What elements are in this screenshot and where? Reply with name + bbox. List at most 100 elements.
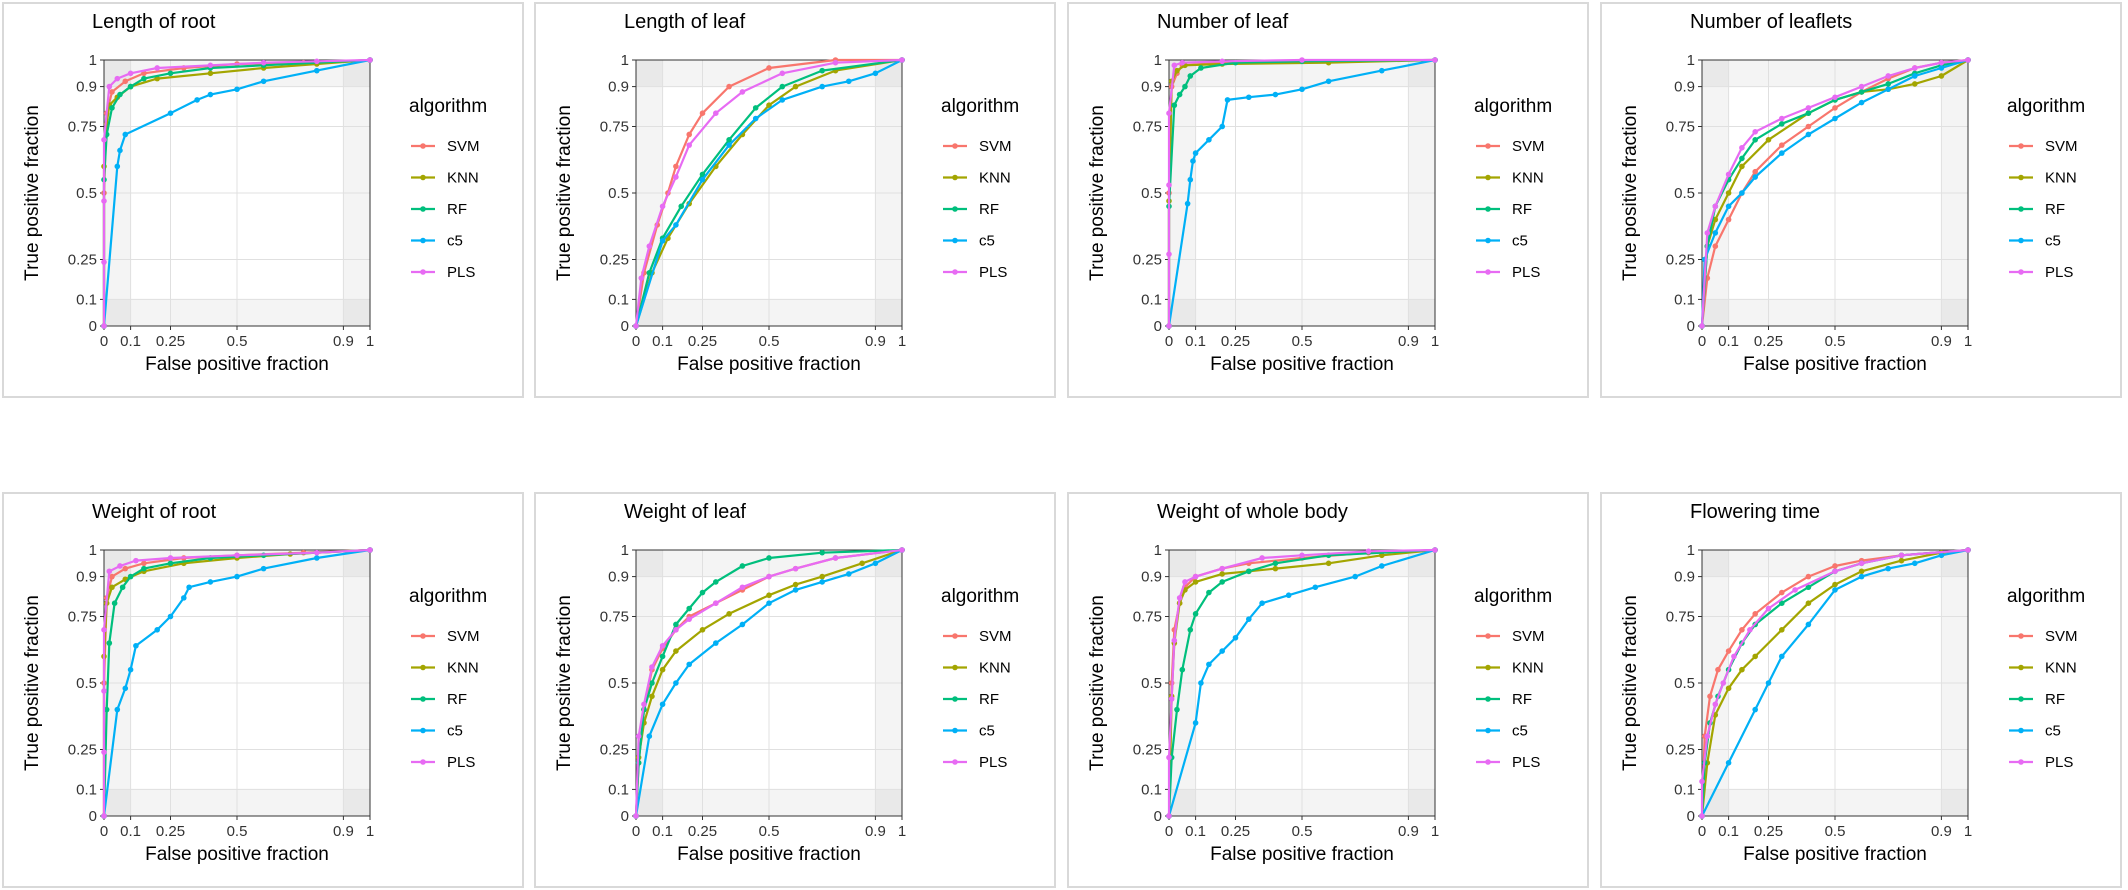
y-tick-label: 0.9 <box>608 79 629 96</box>
data-point-rf <box>699 171 706 178</box>
data-point-pls <box>739 584 746 591</box>
data-point-svm <box>1707 693 1713 700</box>
legend-key-point <box>1485 664 1491 671</box>
x-tick-label: 0.5 <box>227 333 248 350</box>
data-point-pls <box>106 568 113 575</box>
data-point-svm <box>1832 563 1838 569</box>
x-tick-label: 0.25 <box>1221 823 1250 840</box>
y-tick-label: 0.1 <box>608 781 629 798</box>
y-tick-label: 0.9 <box>608 569 629 586</box>
data-point-pls <box>659 203 666 210</box>
legend-label: KNN <box>447 660 479 677</box>
data-point-c5 <box>1912 560 1918 567</box>
legend-title: algorithm <box>2007 96 2085 117</box>
data-point-knn <box>766 102 772 109</box>
data-point-knn <box>1272 565 1279 572</box>
x-tick-label: 0.1 <box>652 823 673 840</box>
data-point-pls <box>133 557 139 564</box>
data-point-pls <box>1365 548 1372 555</box>
data-point-pls <box>1168 696 1175 702</box>
x-tick-label: 1 <box>1964 333 1972 350</box>
data-point-c5 <box>1246 616 1252 622</box>
data-point-knn <box>1192 579 1199 585</box>
legend-label: KNN <box>2045 170 2077 187</box>
y-tick-label: 1 <box>1154 52 1162 69</box>
roc-chart: Weight of whole body 0 0.1 0.25 0.5 0.9 1 0 0.1 0… <box>1087 501 1552 865</box>
data-point-c5 <box>1858 573 1865 580</box>
data-point-rf <box>1182 83 1188 90</box>
data-point-pls <box>1219 565 1225 572</box>
legend-label: c5 <box>447 723 463 740</box>
panel-title: Weight of leaf <box>624 501 746 523</box>
data-point-pls <box>1166 813 1172 819</box>
legend-label: RF <box>2045 691 2065 708</box>
data-point-pls <box>1166 182 1172 188</box>
x-tick-label: 0.25 <box>156 823 185 840</box>
x-tick-label: 1 <box>366 333 374 350</box>
y-tick-label: 0.1 <box>608 291 629 308</box>
roc-panel: Weight of root 0 0.1 0.25 0.5 0.9 1 0 0.1 0.25 0.5… <box>2 492 524 888</box>
legend-key-point <box>1485 727 1491 734</box>
legend-label: SVM <box>979 628 1012 645</box>
plot-frame <box>635 59 903 327</box>
y-axis-label: True positive fraction <box>1087 595 1108 771</box>
roc-panel: Flowering time 0 0.1 0.25 0.5 0.9 1 0 0.1 0.25 0.5… <box>1600 492 2122 888</box>
legend-title: algorithm <box>941 586 1019 607</box>
legend-key-point <box>420 759 426 765</box>
y-tick-label: 1 <box>621 52 629 69</box>
legend-label: PLS <box>447 264 475 281</box>
data-point-rf <box>117 91 123 98</box>
legend-key-point <box>2018 633 2024 639</box>
data-point-rf <box>1858 89 1865 95</box>
data-point-pls <box>899 57 905 63</box>
x-tick-label: 0.1 <box>1718 333 1739 350</box>
data-point-knn <box>1752 653 1758 660</box>
data-point-svm <box>1739 627 1745 633</box>
data-point-pls <box>673 174 679 180</box>
data-point-knn <box>109 584 115 591</box>
plot-frame <box>635 549 903 817</box>
x-tick-label: 0.1 <box>120 333 141 350</box>
roc-panel: Length of root 0 0.1 0.25 0.5 0.9 1 0 0.1 0.25 0.5… <box>2 2 524 398</box>
data-point-c5 <box>1312 584 1319 591</box>
data-point-knn <box>649 693 655 700</box>
y-axis-label: True positive fraction <box>554 595 575 771</box>
legend-label: PLS <box>2045 264 2073 281</box>
legend-key-point <box>420 206 426 212</box>
legend-label: c5 <box>1512 233 1528 250</box>
data-point-c5 <box>1379 563 1385 569</box>
data-point-c5 <box>1259 600 1265 606</box>
legend-label: SVM <box>1512 138 1545 155</box>
data-point-rf <box>1206 589 1212 596</box>
data-point-rf <box>141 75 147 82</box>
data-point-c5 <box>819 579 825 585</box>
legend-title: algorithm <box>1474 96 1552 117</box>
data-point-pls <box>792 565 799 572</box>
data-point-rf <box>1187 627 1194 633</box>
x-tick-label: 0.25 <box>688 333 717 350</box>
x-tick-label: 0.1 <box>1185 333 1206 350</box>
data-point-pls <box>899 547 905 553</box>
x-tick-label: 0.25 <box>1754 823 1783 840</box>
data-point-rf <box>1219 579 1225 585</box>
data-point-c5 <box>1938 552 1945 559</box>
legend-key-point <box>952 664 958 671</box>
y-tick-label: 0.5 <box>608 185 629 202</box>
data-point-knn <box>1765 137 1772 143</box>
series-group <box>1166 57 1438 329</box>
data-point-c5 <box>1938 65 1945 71</box>
data-point-c5 <box>699 176 706 183</box>
legend-key-point <box>1485 143 1491 149</box>
panel-title: Number of leaf <box>1157 11 1289 33</box>
data-point-pls <box>101 198 107 204</box>
y-tick-label: 0.9 <box>76 79 97 96</box>
legend-key-point <box>420 269 426 275</box>
data-point-rf <box>766 555 772 561</box>
y-tick-label: 0.75 <box>1666 119 1695 136</box>
y-tick-label: 0.25 <box>1133 742 1162 759</box>
data-point-c5 <box>314 67 320 74</box>
data-point-svm <box>1805 573 1812 580</box>
data-point-svm <box>122 78 129 85</box>
legend-label: c5 <box>2045 233 2061 250</box>
data-point-c5 <box>1246 94 1252 101</box>
